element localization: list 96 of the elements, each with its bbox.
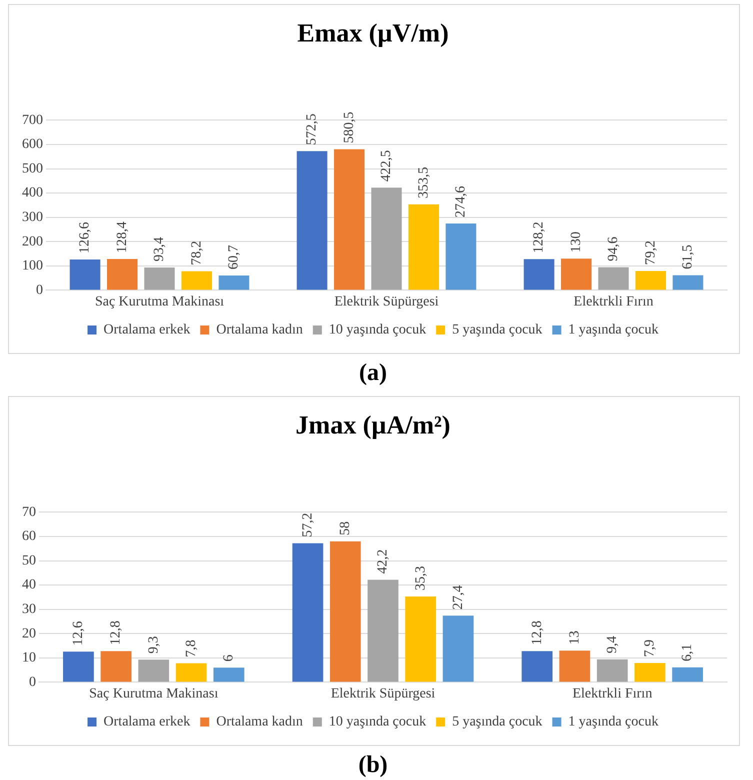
data-label: 12,8 — [530, 620, 545, 646]
bar — [442, 616, 474, 682]
chart-title: Jmax (µA/m²) — [296, 410, 450, 440]
y-tick-label: 0 — [29, 674, 36, 690]
bar — [524, 259, 554, 290]
chart-title: Emax (µV/m) — [297, 18, 449, 48]
bar — [672, 275, 704, 290]
data-label: 78,2 — [189, 240, 204, 266]
legend-label: Ortalama erkek — [104, 714, 190, 730]
y-tick-label: 100 — [22, 258, 43, 274]
x-tick-label: Elektrkli Fırın — [572, 686, 652, 702]
data-label: 126,6 — [78, 222, 93, 254]
bar — [138, 660, 170, 682]
data-label: 572,5 — [304, 114, 320, 146]
data-label: 60,7 — [226, 244, 242, 270]
legend-label: Ortalama kadın — [216, 322, 303, 338]
y-tick-label: 50 — [22, 553, 36, 568]
data-label: 7,8 — [184, 640, 199, 658]
bar — [635, 270, 666, 290]
text: (b) — [357, 751, 389, 780]
data-label: 13 — [567, 630, 582, 645]
x-tick-label: Elektrkli Fırın — [574, 294, 654, 310]
data-label: 61,5 — [680, 244, 696, 270]
y-tick-label: 300 — [22, 210, 43, 226]
data-label: 79,2 — [643, 240, 658, 265]
data-label: 93,4 — [152, 237, 168, 262]
bar — [634, 663, 666, 682]
x-tick-label: Saç Kurutma Makinası — [94, 294, 224, 310]
data-label: 27,4 — [450, 585, 466, 610]
y-tick-label: 30 — [22, 602, 36, 618]
bar — [181, 271, 212, 290]
bar — [561, 258, 592, 290]
bar — [672, 667, 703, 682]
bar — [330, 541, 361, 682]
bar — [522, 651, 553, 682]
bar — [446, 224, 476, 290]
y-tick-label: 10 — [22, 650, 36, 666]
y-tick-label: 600 — [22, 137, 43, 152]
data-label: 6,1 — [680, 644, 696, 662]
data-label: 128,2 — [532, 222, 547, 254]
data-label: 42,2 — [376, 549, 391, 574]
bar — [70, 259, 100, 290]
y-tick-label: 700 — [22, 112, 43, 128]
bar — [63, 652, 94, 682]
bar — [144, 268, 175, 290]
bar — [405, 596, 436, 682]
bar — [559, 650, 590, 682]
text: (a) — [358, 359, 388, 388]
data-label: 12,8 — [108, 620, 124, 646]
legend-label: 5 yaşında çocuk — [452, 322, 542, 338]
y-tick-label: 70 — [22, 504, 36, 520]
data-label: 35,3 — [413, 566, 428, 590]
bar — [218, 275, 250, 290]
bar — [408, 204, 439, 290]
x-tick-label: Saç Kurutma Makinası — [89, 686, 218, 702]
y-tick-label: 20 — [22, 626, 36, 642]
legend-label: 5 yaşında çocuk — [452, 714, 542, 730]
bar — [368, 580, 398, 682]
bar — [596, 659, 628, 682]
data-label: 580,5 — [342, 112, 357, 144]
x-tick-label: Elektrik Süpürgesi — [334, 294, 439, 310]
y-tick-label: 40 — [22, 578, 36, 593]
data-label: 422,5 — [379, 150, 394, 182]
data-label: 353,5 — [416, 166, 432, 198]
data-label: 274,6 — [454, 186, 469, 218]
data-label: 6 — [222, 654, 237, 662]
data-label: 12,6 — [71, 621, 86, 646]
data-label: 128,4 — [114, 222, 130, 254]
bar — [107, 259, 138, 290]
y-tick-label: 60 — [22, 529, 36, 544]
legend-label: Ortalama kadın — [216, 714, 303, 730]
y-tick-label: 400 — [22, 186, 43, 201]
bar — [213, 668, 244, 682]
data-label: 9,4 — [605, 636, 620, 654]
bar — [371, 188, 402, 290]
legend-label: 1 yaşında çocuk — [568, 322, 658, 338]
y-tick-label: 500 — [22, 161, 43, 176]
bar — [334, 149, 365, 290]
data-label: 130 — [568, 232, 584, 253]
bar — [296, 151, 328, 290]
data-label: 9,3 — [146, 636, 162, 654]
bar — [176, 663, 207, 682]
data-label: 94,6 — [606, 236, 622, 262]
y-tick-label: 0 — [36, 282, 43, 298]
legend-label: 10 yaşında çocuk — [328, 714, 426, 730]
x-tick-label: Elektrik Süpürgesi — [330, 686, 436, 702]
bar — [598, 267, 629, 290]
legend-label: 1 yaşında çocuk — [568, 714, 658, 730]
data-label: 58 — [338, 521, 354, 536]
legend-label: 10 yaşında çocuk — [328, 322, 426, 338]
data-label: 7,9 — [642, 640, 658, 658]
y-tick-label: 200 — [22, 234, 43, 250]
bar — [292, 543, 324, 682]
data-label: 57,2 — [300, 512, 316, 538]
legend-label: Ortalama erkek — [104, 322, 190, 338]
bar — [100, 651, 132, 682]
